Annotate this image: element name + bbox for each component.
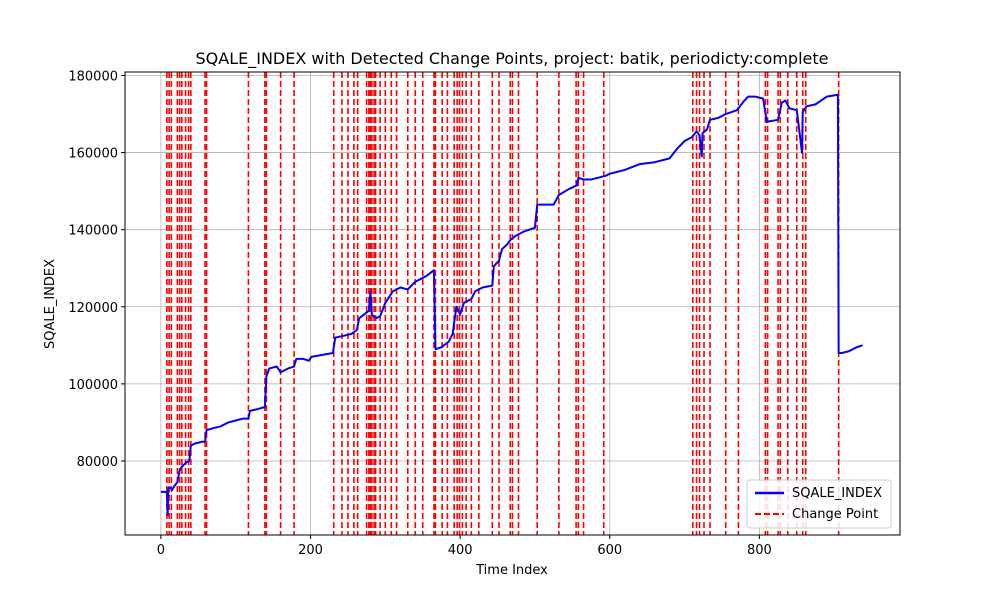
- x-tick-label: 0: [157, 543, 165, 558]
- plot-background: [125, 72, 900, 535]
- x-tick-label: 400: [448, 543, 473, 558]
- y-tick-label: 120000: [68, 301, 118, 316]
- plot-area: [124, 71, 901, 536]
- y-tick-label: 80000: [77, 455, 118, 470]
- y-tick-label: 160000: [68, 147, 118, 162]
- y-axis: 80000 100000 120000 140000 160000 180000: [68, 69, 125, 470]
- x-tick-label: 600: [597, 543, 622, 558]
- legend-label-sqale-index: SQALE_INDEX: [792, 486, 882, 501]
- x-axis: 0 200 400 600 800: [157, 535, 772, 558]
- y-tick-label: 180000: [68, 69, 118, 84]
- y-tick-label: 100000: [68, 378, 118, 393]
- x-axis-title: Time Index: [475, 563, 548, 578]
- series-layer: [160, 93, 863, 516]
- y-tick-label: 140000: [68, 224, 118, 239]
- legend: SQALE_INDEX Change Point: [746, 479, 892, 529]
- x-tick-label: 200: [298, 543, 323, 558]
- y-axis-title: SQALE_INDEX: [43, 259, 58, 349]
- plot-frame: [124, 71, 901, 536]
- series-line-sqale-index: [160, 93, 863, 516]
- chart-title: SQALE_INDEX with Detected Change Points,…: [196, 49, 829, 69]
- x-tick-label: 800: [747, 543, 772, 558]
- legend-label-change-point: Change Point: [792, 507, 878, 522]
